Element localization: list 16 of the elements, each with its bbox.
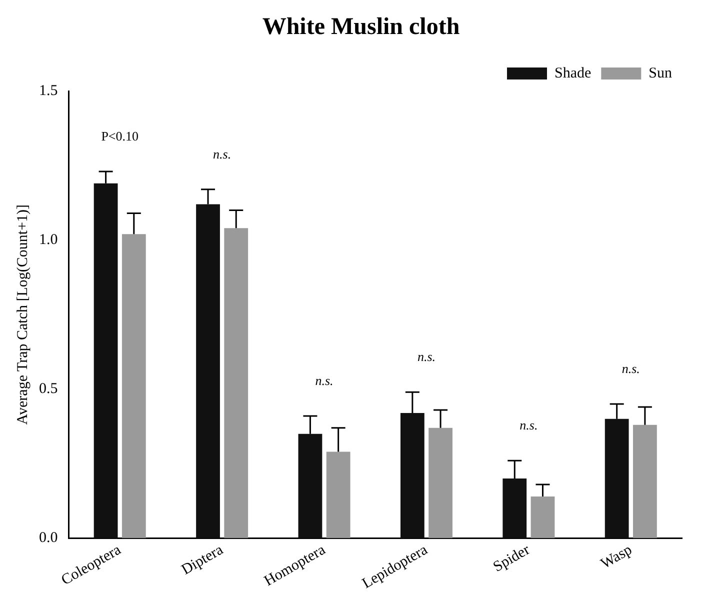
annotation: n.s. bbox=[520, 418, 538, 433]
annotation: n.s. bbox=[315, 372, 334, 388]
x-tick-label: Wasp bbox=[598, 542, 635, 572]
legend-label: Sun bbox=[648, 65, 672, 82]
y-tick-label: 0.0 bbox=[39, 530, 58, 546]
annotation: n.s. bbox=[213, 146, 232, 162]
y-axis-title: Average Trap Catch [Log(Count+1)] bbox=[14, 204, 31, 425]
annotation: n.s. bbox=[417, 349, 436, 364]
legend-label: Shade bbox=[554, 65, 592, 82]
y-tick-label: 1.5 bbox=[39, 82, 58, 99]
annotation: n.s. bbox=[622, 360, 640, 376]
chart-title: White Muslin cloth bbox=[261, 14, 461, 42]
annotation: P<0.10 bbox=[101, 128, 139, 144]
x-tick-label: Spider bbox=[490, 542, 533, 576]
y-tick-label: 0.5 bbox=[39, 381, 58, 398]
y-tick-label: 1.0 bbox=[39, 232, 58, 248]
